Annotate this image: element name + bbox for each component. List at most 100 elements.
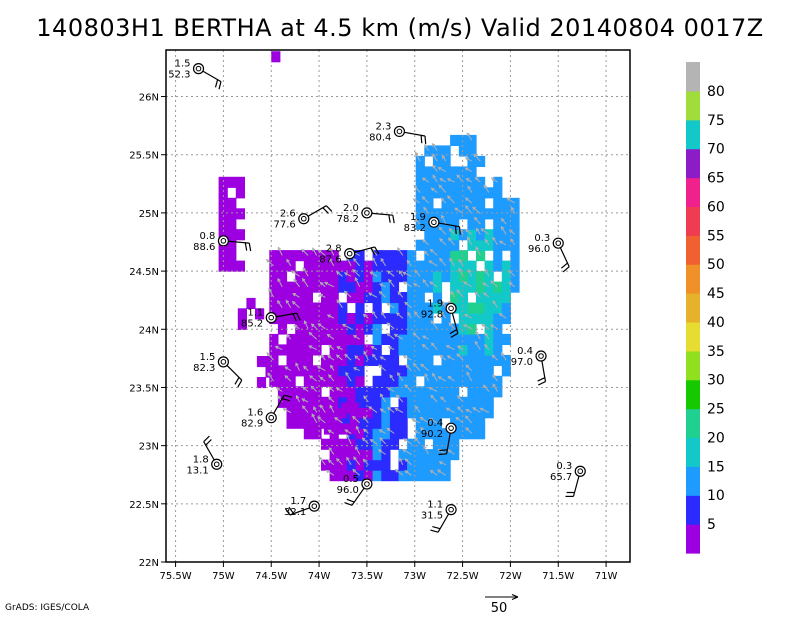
- field-cell: [458, 396, 468, 408]
- field-cell: [493, 197, 503, 209]
- field-cell: [381, 417, 391, 429]
- field-cell: [398, 313, 408, 325]
- wind-vector-arrow: [277, 299, 283, 308]
- field-cell: [458, 365, 468, 377]
- field-cell: [424, 333, 434, 345]
- field-cell: [476, 197, 486, 209]
- wind-vector-arrow: [282, 408, 292, 413]
- field-cell: [484, 375, 494, 387]
- wind-vector-arrow: [419, 427, 429, 434]
- wind-vector-arrow: [467, 236, 473, 246]
- field-cell: [303, 344, 313, 356]
- field-cell: [493, 292, 503, 304]
- station-marker-inner: [220, 359, 227, 365]
- wind-vector-arrow: [335, 387, 343, 392]
- field-cell: [432, 302, 443, 314]
- wind-vector-arrow: [446, 178, 455, 183]
- field-cell: [346, 292, 356, 304]
- field-cell: [235, 260, 245, 272]
- field-cell: [510, 250, 520, 262]
- wind-vector-arrow: [393, 333, 404, 340]
- wind-vector-arrow: [465, 178, 472, 183]
- wind-vector-arrow: [429, 469, 438, 476]
- wind-vector-arrow: [319, 281, 326, 288]
- field-cell: [467, 166, 477, 178]
- field-cell: [467, 302, 477, 314]
- field-cell: [381, 365, 391, 377]
- station-marker: [192, 63, 205, 75]
- wind-vector-arrow: [386, 387, 395, 392]
- field-cell: [286, 333, 296, 345]
- wind-speed-field: [218, 51, 520, 482]
- station-marker: [265, 412, 277, 424]
- field-cell: [441, 396, 451, 408]
- wind-vector-arrow: [432, 164, 438, 172]
- field-cell: [286, 417, 296, 429]
- wind-vector-arrow: [421, 196, 429, 204]
- wind-barb-flag: [288, 506, 295, 515]
- wind-vector-arrow: [429, 248, 438, 256]
- field-cell: [346, 333, 356, 345]
- station-marker-inner: [268, 314, 275, 321]
- field-cell: [415, 344, 425, 356]
- station-observation: 1.552.3: [168, 59, 222, 90]
- wind-vector-arrow: [483, 184, 490, 193]
- field-cell: [277, 375, 288, 387]
- colorbar-label: 55: [707, 228, 725, 244]
- wind-vector-arrow: [397, 247, 404, 256]
- field-cell: [450, 281, 460, 293]
- field-cell: [415, 187, 425, 199]
- wind-vector-arrow: [368, 406, 378, 413]
- field-cell: [237, 308, 247, 320]
- wind-vector-arrow: [265, 258, 274, 267]
- field-cell: [467, 271, 477, 283]
- field-cell: [355, 396, 365, 408]
- field-cell: [458, 271, 468, 283]
- wind-vector-arrow: [346, 433, 352, 445]
- wind-vector-arrow: [474, 340, 481, 350]
- field-cell: [424, 250, 434, 262]
- field-cell: [295, 323, 305, 335]
- field-cell: [450, 260, 460, 272]
- wind-vector-arrow: [475, 330, 481, 340]
- page-title: 140803H1 BERTHA at 4.5 km (m/s) Valid 20…: [36, 14, 764, 42]
- field-cell: [432, 155, 443, 167]
- field-cell: [415, 470, 425, 482]
- field-cell: [312, 313, 322, 325]
- field-cell: [312, 396, 322, 408]
- station-observation: 1.682.9: [241, 394, 293, 430]
- field-cell: [329, 386, 339, 398]
- field-cell: [441, 449, 451, 461]
- wind-vector-arrow: [362, 313, 369, 319]
- field-cell: [286, 396, 296, 408]
- field-cell: [321, 323, 331, 335]
- field-cell: [467, 145, 477, 157]
- wind-vector-arrow: [323, 281, 335, 288]
- field-cell: [476, 239, 486, 251]
- wind-barb-flag: [234, 377, 240, 385]
- field-cell: [510, 281, 520, 293]
- wind-barb-flag: [282, 398, 291, 402]
- field-cell: [269, 260, 279, 272]
- field-cell: [286, 302, 296, 314]
- wind-barb-flag: [203, 435, 210, 443]
- field-cell: [415, 218, 425, 230]
- station-observation: 0.396.0: [528, 233, 570, 273]
- station-observation: 0.490.2: [421, 418, 457, 456]
- station-observation: 0.497.0: [511, 346, 547, 386]
- wind-vector-arrow: [303, 320, 309, 329]
- field-cell: [415, 428, 425, 440]
- field-cell: [407, 459, 417, 471]
- field-cell: [476, 333, 486, 345]
- wind-vector-arrow: [467, 268, 473, 277]
- wind-vector-arrow: [336, 299, 343, 308]
- station-observation: 1.992.8: [421, 298, 459, 338]
- field-cell: [286, 281, 296, 293]
- field-cell: [269, 250, 279, 262]
- colorbar-label: 65: [707, 171, 725, 187]
- wind-vector-arrow: [430, 394, 438, 403]
- field-cell: [364, 260, 374, 272]
- field-cell: [424, 197, 434, 209]
- wind-vector-arrow: [448, 237, 455, 246]
- wind-vector-arrow: [319, 404, 326, 413]
